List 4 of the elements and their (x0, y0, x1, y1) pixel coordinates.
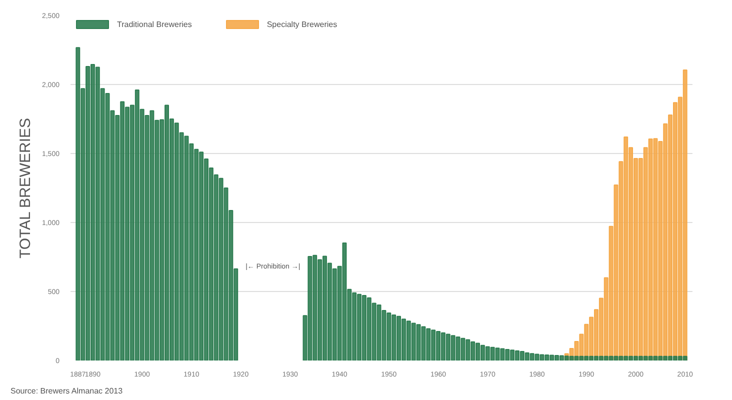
source-note: Source: Brewers Almanac 2013 (10, 386, 124, 396)
legend-label: Traditional Breweries (117, 18, 192, 30)
y-axis-title: TOTAL BREWERIES (16, 118, 34, 259)
legend-label: Specialty Breweries (266, 18, 338, 31)
